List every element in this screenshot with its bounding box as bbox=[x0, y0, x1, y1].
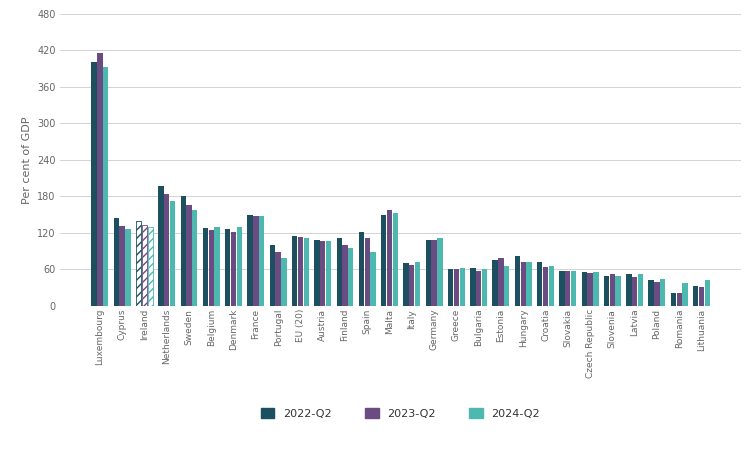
Bar bbox=[587, 273, 593, 306]
Bar bbox=[537, 262, 542, 306]
Bar bbox=[113, 218, 119, 306]
Y-axis label: Per cent of GDP: Per cent of GDP bbox=[22, 116, 32, 203]
Bar bbox=[91, 62, 97, 306]
Bar bbox=[259, 216, 265, 306]
Bar bbox=[119, 225, 125, 306]
Bar bbox=[498, 258, 503, 306]
Bar bbox=[98, 53, 103, 306]
Bar bbox=[170, 201, 175, 306]
Bar bbox=[209, 230, 214, 306]
Bar bbox=[392, 213, 398, 306]
Bar bbox=[549, 266, 554, 306]
Bar bbox=[705, 280, 710, 306]
Bar bbox=[482, 270, 487, 306]
Bar bbox=[320, 241, 325, 306]
Bar bbox=[270, 245, 275, 306]
Bar bbox=[387, 210, 392, 306]
Bar bbox=[699, 287, 704, 306]
Bar bbox=[432, 240, 437, 306]
Bar bbox=[504, 266, 510, 306]
Bar bbox=[404, 263, 409, 306]
Bar bbox=[693, 286, 699, 306]
Bar bbox=[426, 240, 431, 306]
Bar bbox=[348, 248, 354, 306]
Bar bbox=[492, 260, 497, 306]
Bar bbox=[359, 232, 364, 306]
Bar bbox=[409, 265, 414, 306]
Bar bbox=[677, 292, 682, 306]
Bar bbox=[448, 270, 454, 306]
Bar bbox=[415, 262, 420, 306]
Bar bbox=[231, 232, 236, 306]
Bar bbox=[298, 237, 303, 306]
Bar bbox=[565, 270, 571, 306]
Bar bbox=[683, 283, 688, 306]
Bar bbox=[604, 275, 609, 306]
Bar bbox=[247, 215, 253, 306]
Bar bbox=[215, 227, 220, 306]
Bar bbox=[476, 270, 482, 306]
Bar bbox=[521, 261, 526, 306]
Bar bbox=[253, 216, 259, 306]
Bar bbox=[314, 240, 320, 306]
Bar bbox=[460, 268, 465, 306]
Bar bbox=[593, 273, 599, 306]
Bar bbox=[186, 206, 192, 306]
Bar bbox=[370, 252, 376, 306]
Bar bbox=[571, 271, 576, 306]
Bar bbox=[671, 292, 676, 306]
Bar bbox=[632, 277, 637, 306]
Bar bbox=[649, 280, 654, 306]
Bar bbox=[454, 270, 459, 306]
Bar bbox=[336, 238, 342, 306]
Bar bbox=[304, 238, 309, 306]
Bar bbox=[654, 282, 659, 306]
Bar bbox=[515, 256, 520, 306]
Bar bbox=[103, 67, 108, 306]
Bar bbox=[381, 215, 386, 306]
Bar bbox=[609, 274, 615, 306]
Bar bbox=[326, 241, 331, 306]
Bar bbox=[147, 227, 153, 306]
Bar bbox=[125, 229, 131, 306]
Bar bbox=[526, 261, 531, 306]
Bar bbox=[225, 229, 231, 306]
Bar bbox=[136, 220, 141, 306]
Bar bbox=[437, 238, 442, 306]
Bar bbox=[181, 196, 186, 306]
Bar bbox=[164, 194, 169, 306]
Bar bbox=[292, 236, 297, 306]
Bar bbox=[275, 252, 280, 306]
Bar bbox=[615, 275, 621, 306]
Bar bbox=[203, 228, 208, 306]
Bar bbox=[660, 279, 665, 306]
Bar bbox=[638, 274, 643, 306]
Bar bbox=[158, 186, 163, 306]
Bar bbox=[626, 274, 631, 306]
Bar bbox=[364, 238, 370, 306]
Bar bbox=[142, 225, 147, 306]
Bar bbox=[192, 210, 197, 306]
Bar bbox=[470, 268, 476, 306]
Bar bbox=[581, 273, 587, 306]
Bar bbox=[237, 227, 242, 306]
Legend: 2022-Q2, 2023-Q2, 2024-Q2: 2022-Q2, 2023-Q2, 2024-Q2 bbox=[257, 404, 544, 423]
Bar bbox=[342, 245, 348, 306]
Bar bbox=[281, 258, 287, 306]
Bar bbox=[559, 271, 565, 306]
Bar bbox=[543, 267, 548, 306]
